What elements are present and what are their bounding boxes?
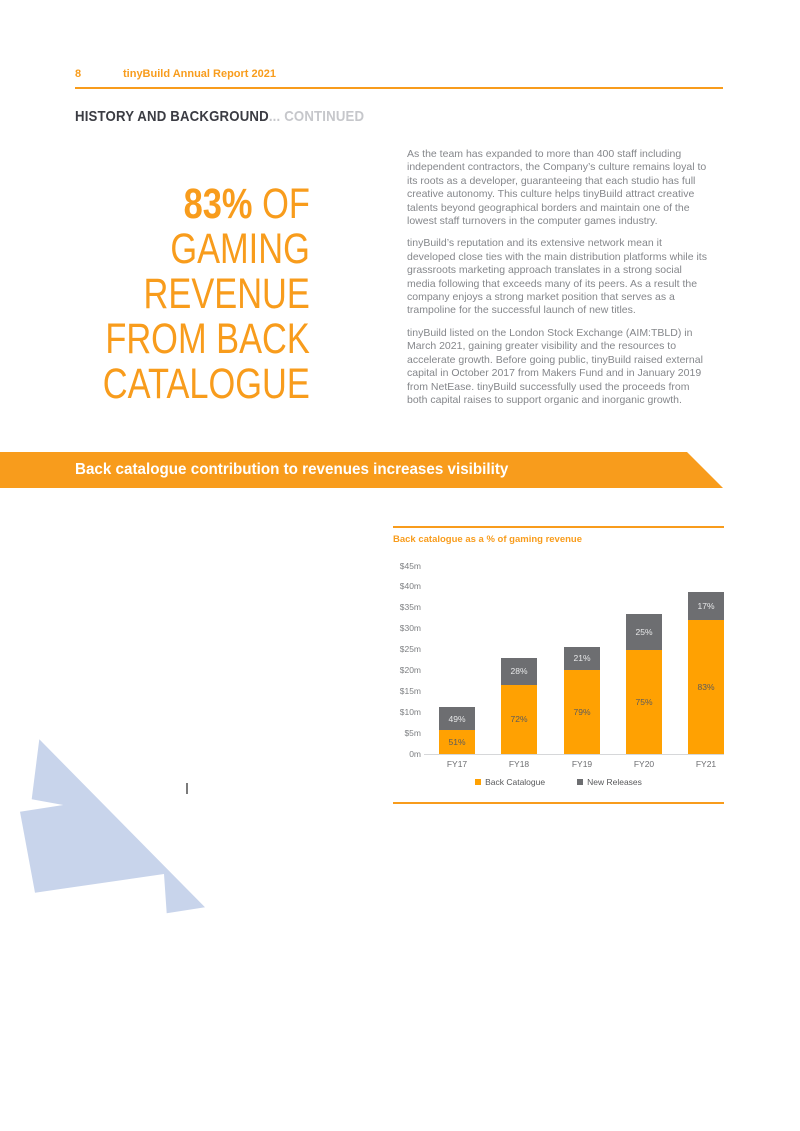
section-title-main: HISTORY AND BACKGROUND	[75, 108, 269, 125]
y-tick-label: $40m	[399, 581, 421, 592]
x-category-label: FY17	[446, 759, 468, 769]
bar-segment-new-releases: 17%	[688, 591, 724, 621]
x-axis-line	[424, 754, 724, 755]
section-title-suffix: ... CONTINUED	[268, 108, 365, 125]
bar-stack-fy21: 17% 83%	[688, 591, 724, 754]
bar-segment-back-catalogue: 51%	[439, 730, 475, 754]
bar-segment-new-releases: 21%	[564, 647, 600, 670]
x-category-label: FY21	[695, 759, 717, 769]
chart-legend: Back Catalogue New Releases	[393, 777, 724, 787]
legend-item-new-releases: New Releases	[577, 777, 642, 787]
legend-swatch	[475, 779, 482, 785]
y-tick-label: $30m	[399, 623, 421, 634]
page-number: 8	[75, 68, 82, 80]
header-divider-rule	[75, 87, 723, 89]
bar-segment-new-releases: 25%	[626, 614, 662, 650]
x-category-label: FY19	[571, 759, 593, 769]
bar-segment-back-catalogue: 83%	[688, 620, 724, 754]
legend-label: Back Catalogue	[485, 777, 546, 787]
segment-label: 79%	[573, 706, 591, 717]
y-tick-label: $35m	[399, 602, 421, 613]
banner-title: Back catalogue contribution to revenues …	[75, 461, 509, 478]
bar-segment-back-catalogue: 79%	[564, 669, 600, 754]
legend-item-back-catalogue: Back Catalogue	[475, 777, 545, 787]
bar-segment-back-catalogue: 72%	[501, 684, 537, 754]
legend-swatch	[577, 779, 584, 785]
chart-bottom-rule	[393, 802, 724, 804]
x-category-label: FY18	[508, 759, 530, 769]
headline-line-4: FROM BACK	[105, 315, 310, 363]
y-tick-label: $25m	[399, 644, 421, 655]
section-banner: Back catalogue contribution to revenues …	[0, 452, 723, 488]
chart-title: Back catalogue as a % of gaming revenue	[393, 534, 583, 545]
arrow-polygon	[20, 739, 205, 914]
y-tick-label: $45m	[399, 560, 421, 571]
chart-plot: $45m $40m $35m $30m $25m $20m $15m $10m $5m 0m 49%…	[393, 519, 724, 769]
y-tick-label: $5m	[404, 727, 421, 738]
headline-stat: 83%	[183, 180, 253, 228]
section-title: HISTORY AND BACKGROUND... CONTINUED	[75, 108, 364, 125]
headline-line-1: 83% OF	[103, 182, 310, 227]
bar-stack-fy20: 25% 75%	[626, 614, 662, 754]
x-category-label: FY20	[633, 759, 655, 769]
bar-segment-back-catalogue: 75%	[626, 649, 662, 754]
legend-label: New Releases	[587, 777, 642, 787]
y-tick-label: $10m	[399, 706, 421, 717]
y-tick-label: 0m	[409, 748, 421, 759]
headline-stat-suffix: OF	[252, 180, 310, 228]
revenue-chart: Back catalogue as a % of gaming revenue …	[393, 519, 724, 811]
body-paragraph-1: As the team has expanded to more than 40…	[407, 148, 707, 228]
segment-label: 83%	[697, 682, 715, 693]
decorative-arrow-shape	[20, 739, 205, 914]
body-paragraph-3: tinyBuild listed on the London Stock Exc…	[407, 326, 703, 406]
chart-top-rule	[393, 526, 724, 528]
segment-label: 21%	[573, 653, 591, 664]
bar-segment-new-releases: 49%	[439, 707, 475, 731]
body-copy: As the team has expanded to more than 40…	[407, 148, 707, 416]
segment-label: 49%	[448, 713, 466, 724]
bar-stack-fy17: 49% 51%	[439, 707, 475, 754]
headline-stat-block: 83% OF GAMING REVENUE FROM BACK CATALOGU…	[103, 182, 310, 407]
bar-segment-new-releases: 28%	[501, 657, 537, 685]
y-tick-label: $15m	[399, 685, 421, 696]
segment-label: 17%	[697, 601, 715, 612]
segment-label: 72%	[510, 714, 528, 725]
segment-label: 75%	[635, 696, 653, 707]
bar-stack-fy18: 28% 72%	[501, 657, 537, 754]
segment-label: 28%	[510, 666, 528, 677]
segment-label: 25%	[635, 626, 653, 637]
y-tick-label: $20m	[399, 664, 421, 675]
body-paragraph-2: tinyBuild’s reputation and its extensive…	[407, 237, 707, 317]
bar-stack-fy19: 21% 79%	[564, 647, 600, 754]
report-header-title: tinyBuild Annual Report 2021	[123, 68, 277, 80]
text-cursor-mark	[186, 783, 188, 794]
segment-label: 51%	[448, 737, 466, 748]
headline-line-2: GAMING	[170, 225, 310, 273]
headline-line-3: REVENUE	[143, 270, 310, 318]
headline-line-5: CATALOGUE	[102, 360, 310, 408]
